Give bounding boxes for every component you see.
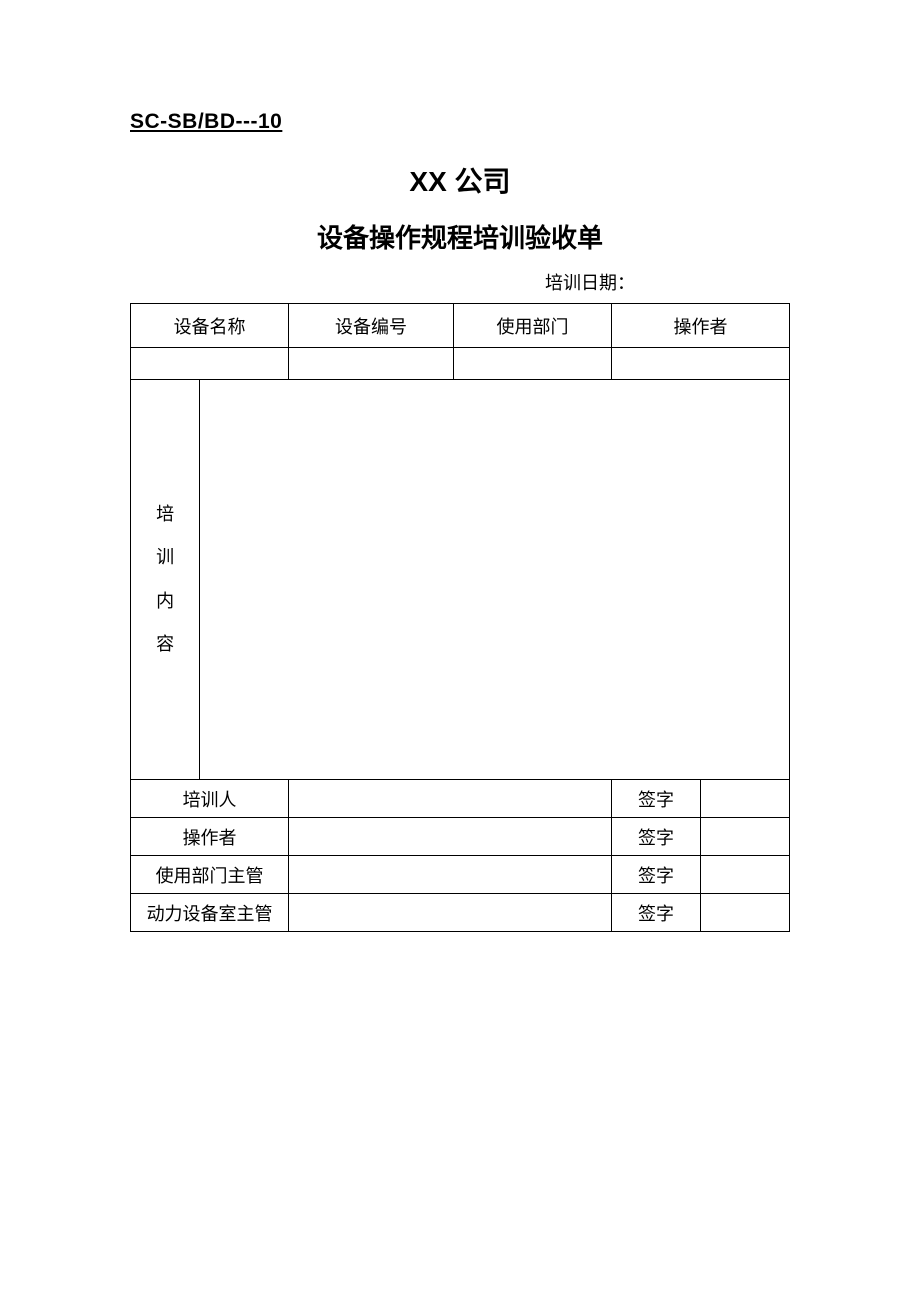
table-value-row xyxy=(131,348,790,380)
operator-sign-text: 签字 xyxy=(612,818,701,856)
header-equipment-no: 设备编号 xyxy=(289,304,454,348)
training-date-label: 培训日期： xyxy=(130,269,790,295)
signature-row-operator: 操作者 签字 xyxy=(131,818,790,856)
trainer-label: 培训人 xyxy=(131,780,289,818)
power-room-supervisor-label: 动力设备室主管 xyxy=(131,894,289,932)
page: SC-SB/BD---10 XX 公司 设备操作规程培训验收单 培训日期： 设备… xyxy=(0,110,920,932)
operator-sign-value xyxy=(701,818,790,856)
table-header-row: 设备名称 设备编号 使用部门 操作者 xyxy=(131,304,790,348)
signature-row-dept-supervisor: 使用部门主管 签字 xyxy=(131,856,790,894)
signature-row-power-room-supervisor: 动力设备室主管 签字 xyxy=(131,894,790,932)
power-room-supervisor-sign-space xyxy=(289,894,612,932)
dept-supervisor-sign-text: 签字 xyxy=(612,856,701,894)
training-content-label-text: 培训内容 xyxy=(131,493,199,666)
form-title: 设备操作规程培训验收单 xyxy=(130,218,790,255)
header-equipment-name: 设备名称 xyxy=(131,304,289,348)
company-name: XX 公司 xyxy=(130,160,790,200)
value-use-department xyxy=(453,348,611,380)
acceptance-form-table: 设备名称 设备编号 使用部门 操作者 培训内容 培训人 签字 操作者 签 xyxy=(130,303,790,932)
training-content-value xyxy=(200,380,790,780)
training-content-label: 培训内容 xyxy=(131,380,200,780)
value-equipment-no xyxy=(289,348,454,380)
header-use-department: 使用部门 xyxy=(453,304,611,348)
training-content-row: 培训内容 xyxy=(131,380,790,780)
document-code: SC-SB/BD---10 xyxy=(130,110,790,134)
operator-sign-label: 操作者 xyxy=(131,818,289,856)
value-operator xyxy=(612,348,790,380)
operator-sign-space xyxy=(289,818,612,856)
header-operator: 操作者 xyxy=(612,304,790,348)
dept-supervisor-label: 使用部门主管 xyxy=(131,856,289,894)
value-equipment-name xyxy=(131,348,289,380)
trainer-sign-space xyxy=(289,780,612,818)
power-room-supervisor-sign-text: 签字 xyxy=(612,894,701,932)
dept-supervisor-sign-space xyxy=(289,856,612,894)
trainer-sign-text: 签字 xyxy=(612,780,701,818)
signature-row-trainer: 培训人 签字 xyxy=(131,780,790,818)
power-room-supervisor-sign-value xyxy=(701,894,790,932)
trainer-sign-value xyxy=(701,780,790,818)
dept-supervisor-sign-value xyxy=(701,856,790,894)
